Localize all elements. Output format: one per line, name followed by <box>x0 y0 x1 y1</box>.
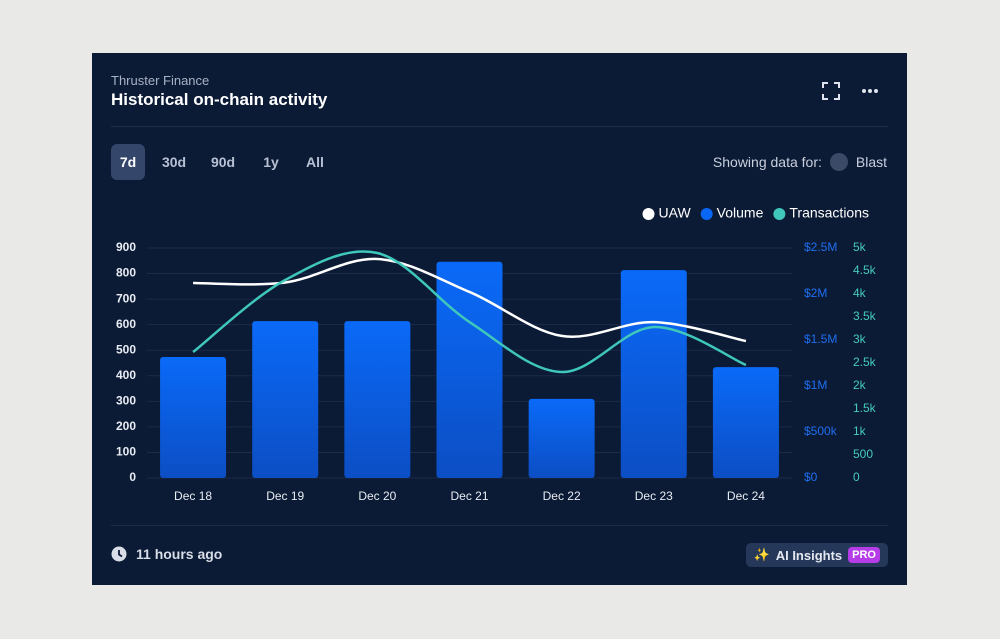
y3-tick-label: 4k <box>853 286 867 300</box>
y2-tick-label: $500k <box>804 424 838 438</box>
y3-tick-label: 3.5k <box>853 309 877 323</box>
bar <box>344 321 411 478</box>
range-tab[interactable]: 1y <box>263 154 279 170</box>
y3-tick-label: 2k <box>853 378 867 392</box>
y-tick-label: 500 <box>116 342 136 356</box>
legend-label: Volume <box>717 205 764 221</box>
range-tab[interactable]: All <box>306 154 324 170</box>
y-tick-label: 400 <box>116 368 136 382</box>
y3-tick-label: 1k <box>853 424 867 438</box>
filter-label: Showing data for: <box>712 154 822 170</box>
y3-tick-label: 5k <box>853 240 867 254</box>
x-tick-label: Dec 19 <box>266 489 304 503</box>
y2-tick-label: $2M <box>804 286 827 300</box>
range-tab[interactable]: 30d <box>161 154 187 170</box>
chain-icon <box>829 153 848 171</box>
x-tick-label: Dec 24 <box>727 489 765 503</box>
bar <box>436 261 503 478</box>
y-tick-label: 0 <box>129 470 136 484</box>
card-subtitle: Thruster Finance <box>111 73 210 88</box>
y-tick-label: 100 <box>116 445 136 459</box>
y-tick-label: 900 <box>116 240 136 254</box>
pro-badge: PRO <box>848 547 880 563</box>
bar <box>252 321 319 478</box>
bar <box>160 357 227 478</box>
divider <box>111 126 888 127</box>
card: Thruster Finance Historical on-chain act… <box>92 53 907 585</box>
y-tick-label: 600 <box>116 317 136 331</box>
range-tab[interactable]: 7d <box>111 144 145 180</box>
y2-tick-label: $2.5M <box>804 240 837 254</box>
more-icon[interactable] <box>861 88 879 94</box>
x-tick-label: Dec 22 <box>543 489 581 503</box>
y2-tick-label: $0 <box>804 470 818 484</box>
last-updated: 11 hours ago <box>111 546 222 562</box>
bar <box>712 367 779 478</box>
chain-filter[interactable]: Showing data for: Blast <box>713 153 887 171</box>
ai-insights-label: AI Insights <box>775 547 843 563</box>
y3-tick-label: 1.5k <box>853 401 877 415</box>
y3-tick-label: 2.5k <box>853 355 877 369</box>
clock-icon <box>111 546 127 562</box>
sparkle-icon: ✨ <box>753 547 770 562</box>
line <box>192 250 747 374</box>
y-tick-label: 300 <box>116 394 136 408</box>
y3-tick-label: 4.5k <box>853 263 877 277</box>
legend-swatch <box>700 208 713 220</box>
y3-tick-label: 0 <box>853 470 860 484</box>
legend-label: Transactions <box>789 205 869 221</box>
fullscreen-icon[interactable] <box>822 82 840 100</box>
y2-tick-label: $1.5M <box>804 332 837 346</box>
updated-text: 11 hours ago <box>136 546 223 562</box>
x-tick-label: Dec 20 <box>358 489 396 503</box>
bar <box>528 398 595 478</box>
y-tick-label: 800 <box>116 266 136 280</box>
legend-swatch <box>642 208 655 220</box>
legend-label: UAW <box>659 205 692 221</box>
y3-tick-label: 3k <box>853 332 867 346</box>
chain-name: Blast <box>855 154 887 170</box>
range-tab[interactable]: 90d <box>210 154 236 170</box>
y-tick-label: 700 <box>116 291 136 305</box>
divider <box>111 525 888 526</box>
x-tick-label: Dec 21 <box>450 489 488 503</box>
card-title: Historical on-chain activity <box>111 90 328 109</box>
ai-insights-button[interactable]: ✨ AI Insights PRO <box>745 543 888 567</box>
x-tick-label: Dec 18 <box>174 489 212 503</box>
line <box>193 257 747 343</box>
y3-tick-label: 500 <box>853 447 873 461</box>
bar <box>620 270 687 478</box>
x-tick-label: Dec 23 <box>635 489 673 503</box>
legend-swatch <box>773 208 786 220</box>
y2-tick-label: $1M <box>804 378 827 392</box>
y-tick-label: 200 <box>116 419 136 433</box>
